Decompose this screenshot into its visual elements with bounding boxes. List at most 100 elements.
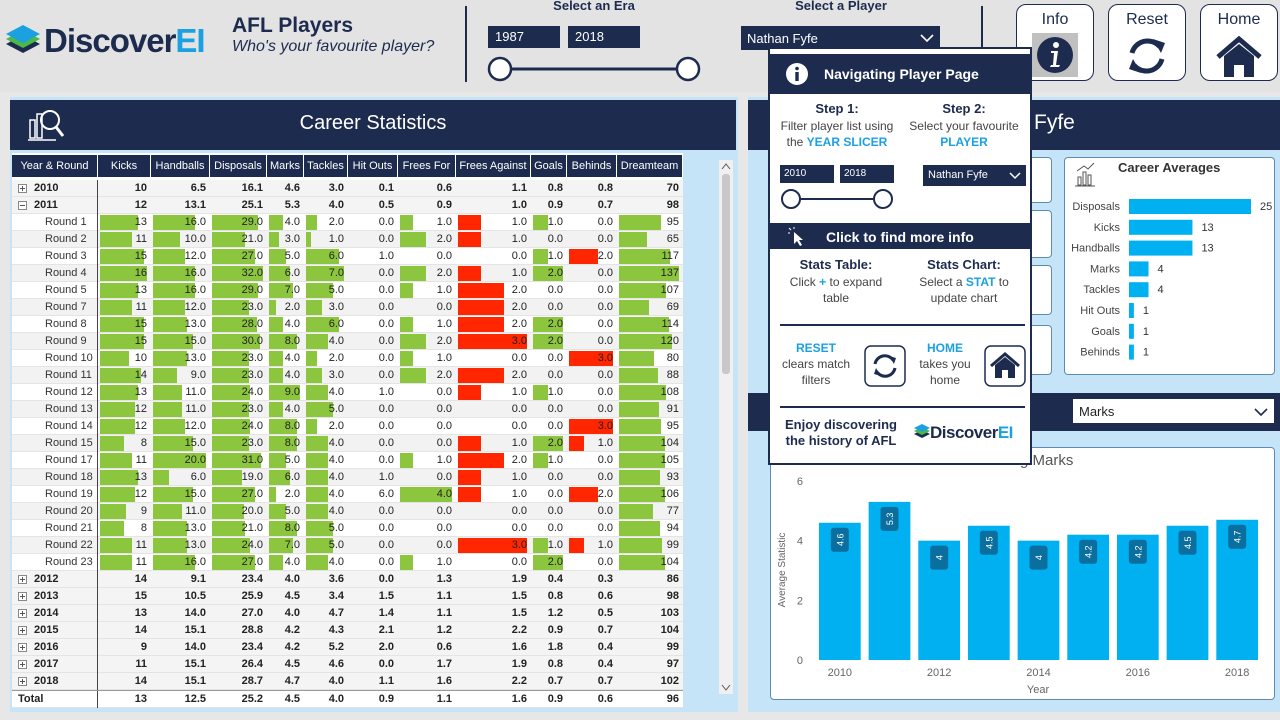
data-bar (100, 470, 139, 485)
round-row: Round 10 10 13.0 23.0 4.0 2.0 0.0 1.0 0.0 0.0 3.0 8… (12, 350, 683, 367)
data-bar (619, 504, 653, 519)
cell: 13 (98, 282, 151, 299)
data-bar (306, 300, 323, 315)
stat-dropdown[interactable]: Marks (1072, 398, 1275, 424)
nav-button[interactable]: Info (1016, 4, 1094, 81)
y-axis-title: Average Statistic (777, 533, 788, 608)
expand-toggle[interactable] (18, 184, 27, 193)
home-help: HOME takes you home (906, 340, 984, 388)
cell: 10.0 (151, 231, 210, 248)
text: Select your favourite (909, 119, 1019, 133)
cell: 0.0 (531, 299, 567, 316)
cell-value: 24.0 (241, 386, 263, 398)
cell: 1.5 (456, 588, 531, 605)
cell-value: 15 (134, 335, 147, 347)
data-bar (458, 283, 504, 298)
row-label-text: 2010 (34, 182, 59, 194)
cell: 0.0 (531, 469, 567, 486)
cell-value: 13 (134, 471, 147, 483)
cell-value: 0.0 (378, 454, 394, 466)
cell: 15 (98, 588, 151, 605)
player-label: Select a Player (795, 0, 887, 13)
cell: 3.0 (456, 537, 531, 554)
expand-toggle[interactable] (18, 592, 27, 601)
cell: 91 (617, 401, 683, 418)
cell-value: 26.4 (241, 658, 263, 670)
cell-value: 4.0 (328, 199, 344, 211)
data-bar (400, 232, 426, 247)
value-label: 4.2 (1133, 545, 1143, 558)
cell-value: 3.0 (328, 182, 344, 194)
data-bar (212, 351, 249, 366)
expand-toggle[interactable] (18, 626, 27, 635)
cell: 104 (617, 554, 683, 571)
cell-value: 4.0 (328, 488, 344, 500)
data-bar (212, 487, 256, 502)
cell: 23.4 (210, 639, 267, 656)
cell: 7.0 (304, 265, 348, 282)
cell-value: 1.6 (436, 675, 452, 687)
era-end[interactable]: 2018 (568, 26, 640, 48)
row-label-text: Round 10 (45, 352, 93, 364)
cell-value: 24.0 (241, 539, 263, 551)
cell: 1.9 (456, 571, 531, 588)
reset-title: RESET (795, 341, 836, 355)
cell: 4.0 (304, 469, 348, 486)
y-tick-label: 4 (797, 536, 803, 548)
round-row: Round 18 13 6.0 19.0 6.0 4.0 1.0 0.0 1.0 0.0 0.0 93 (12, 469, 683, 486)
footer-logo: DiscoverEI (930, 423, 1013, 443)
row-label-text: Round 12 (45, 386, 93, 398)
round-row: Round 19 12 15.0 27.0 2.0 4.0 6.0 4.0 1.0 0.0 2.0 1… (12, 486, 683, 503)
row-label: Round 19 (12, 486, 98, 503)
year-row: 2013 15 10.5 25.9 4.5 3.4 1.5 1.1 1.5 0.8 0.6 98 (12, 588, 683, 605)
cell-value: 21.0 (241, 522, 263, 534)
cell: 1.0 (456, 486, 531, 503)
expand-toggle[interactable] (18, 609, 27, 618)
cell: 0.8 (531, 180, 567, 197)
cell: 12 (98, 197, 151, 214)
cell-value: 1.0 (378, 471, 394, 483)
cell-value: 0.0 (378, 335, 394, 347)
expand-toggle[interactable] (18, 677, 27, 686)
row-label: 2010 (12, 180, 98, 197)
cell-value: 0.5 (378, 199, 394, 211)
cell-value: 0.0 (547, 352, 563, 364)
data-bar (212, 402, 249, 417)
era-start[interactable]: 1987 (488, 26, 560, 48)
nav-button[interactable]: Reset (1108, 4, 1186, 81)
cell-value: 23.4 (241, 641, 263, 653)
cell-value: 2.0 (511, 369, 527, 381)
expand-toggle[interactable] (18, 660, 27, 669)
cell: 12.0 (151, 299, 210, 316)
expand-toggle[interactable] (18, 201, 27, 210)
symbol: + (819, 275, 827, 289)
cell-value: 103 (660, 607, 679, 619)
data-bar (212, 266, 263, 281)
era-slider[interactable] (484, 54, 708, 86)
expand-toggle[interactable] (18, 643, 27, 652)
cell: 0.7 (567, 673, 617, 690)
cell: 4.0 (304, 452, 348, 469)
cell: 0.0 (348, 316, 398, 333)
cell: 12.0 (151, 248, 210, 265)
scrollbar[interactable] (719, 160, 733, 694)
column-header: Tackles (304, 155, 348, 177)
cell-value: 12 (134, 488, 147, 500)
data-bar (306, 334, 328, 349)
cell: 0.9 (348, 691, 398, 708)
cell-value: 0.6 (436, 641, 452, 653)
data-bar (458, 300, 504, 315)
cell: 5.0 (267, 503, 304, 520)
cell: 2.0 (456, 367, 531, 384)
cell-value: 10 (134, 352, 147, 364)
player-dropdown[interactable]: Nathan Fyfe (741, 26, 940, 50)
nav-button[interactable]: Home (1200, 4, 1278, 81)
cell: 25.9 (210, 588, 267, 605)
cell-value: 20.0 (241, 505, 263, 517)
table-title: Career Statistics (299, 112, 447, 134)
cell-value: 3.0 (597, 352, 613, 364)
cell: 12 (98, 401, 151, 418)
data-bar (306, 215, 317, 230)
expand-toggle[interactable] (18, 575, 27, 584)
data-bar (100, 385, 139, 400)
